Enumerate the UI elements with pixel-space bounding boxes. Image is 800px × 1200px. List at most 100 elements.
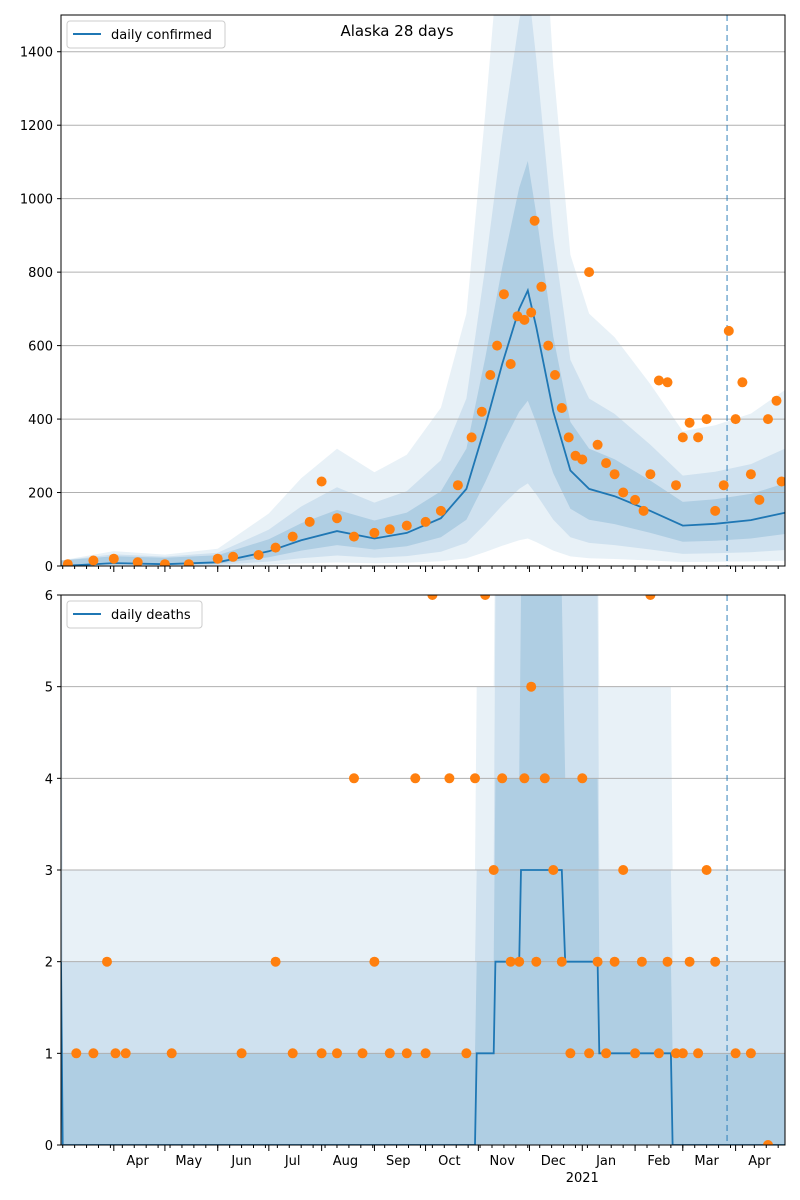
data-point (723, 325, 734, 336)
data-point (776, 476, 785, 487)
data-point (401, 1048, 412, 1059)
data-point (519, 773, 530, 784)
data-point (584, 267, 595, 278)
series-line (61, 287, 785, 566)
data-point (693, 432, 704, 443)
legend: daily deaths (66, 600, 203, 629)
data-point (452, 480, 463, 491)
chart-title: Alaska 28 days (340, 22, 453, 40)
series-layer (61, 595, 785, 1145)
data-point (636, 956, 647, 967)
y-tick-label: 5 (45, 681, 53, 696)
data-point (662, 956, 673, 967)
data-point (653, 1048, 664, 1059)
x-tick-label: May (175, 1154, 202, 1169)
x-tick-label: Nov (490, 1154, 516, 1169)
data-point (401, 520, 412, 531)
data-point (497, 773, 508, 784)
data-point (684, 417, 695, 428)
data-point (592, 956, 603, 967)
data-point (110, 1048, 121, 1059)
data-point (349, 531, 359, 542)
data-point (357, 1048, 368, 1059)
legend-label: daily deaths (111, 608, 191, 623)
axes-frame (60, 594, 786, 1146)
data-point (444, 773, 455, 784)
series-layer (61, 215, 785, 566)
y-tick-label: 1 (45, 1047, 53, 1062)
uncertainty-band (61, 595, 785, 1145)
data-point (108, 553, 119, 564)
legend-box (66, 600, 203, 629)
deaths-panel: 0 1 2 3 4 5 6 Apr May Jun Jul Aug Sep Oct Nov Dec Jan Feb… (45, 589, 786, 1186)
data-point (601, 1048, 612, 1059)
data-point (316, 1048, 327, 1059)
data-point (630, 494, 641, 505)
data-point (763, 1140, 773, 1145)
y-tick-label: 0 (45, 1139, 53, 1154)
x-tick-label: Apr (126, 1154, 149, 1169)
data-point (630, 1048, 641, 1059)
uncertainty-band (61, 595, 785, 1145)
data-point (684, 956, 695, 967)
data-point (609, 956, 620, 967)
data-point (526, 681, 537, 692)
data-point (492, 340, 503, 351)
uncertainty-band (61, 15, 785, 566)
data-point (601, 458, 612, 469)
y-tick-label: 0 (45, 560, 53, 575)
data-point (159, 559, 170, 566)
data-point (539, 773, 550, 784)
data-point (410, 773, 421, 784)
data-point (488, 865, 499, 875)
x-year-label: 2021 (566, 1171, 599, 1186)
data-point (645, 595, 656, 600)
data-point (754, 494, 765, 505)
data-point (745, 469, 756, 480)
data-point (505, 359, 516, 369)
x-tick-label: Apr (748, 1154, 771, 1169)
data-point (710, 505, 721, 516)
data-point (609, 469, 620, 480)
data-point (645, 469, 656, 480)
data-point (166, 1048, 177, 1059)
data-point (718, 480, 729, 491)
data-point (677, 432, 688, 443)
data-point (485, 370, 496, 380)
data-point (737, 377, 748, 388)
axes-frame (60, 14, 786, 567)
x-tick-label: Dec (541, 1154, 566, 1169)
data-point (514, 956, 525, 967)
data-point (287, 1048, 298, 1059)
data-point (563, 432, 574, 443)
data-point (369, 527, 380, 538)
y-tick-label: 4 (45, 772, 53, 787)
data-point (771, 395, 782, 406)
x-tick-label: Feb (647, 1154, 670, 1169)
data-point (662, 377, 673, 388)
data-point (316, 476, 327, 487)
data-point (88, 555, 99, 566)
x-tick-label: Jul (284, 1154, 301, 1169)
data-point (529, 215, 540, 226)
x-tick-label: Oct (438, 1154, 460, 1169)
y-tick-label: 3 (45, 864, 53, 879)
data-point (480, 595, 491, 600)
data-point (435, 505, 446, 516)
data-point (270, 542, 281, 553)
data-point (102, 956, 112, 967)
data-point (556, 403, 567, 413)
data-point (332, 1048, 342, 1059)
data-point (710, 956, 721, 967)
data-point (577, 454, 588, 465)
data-point (550, 370, 560, 380)
data-point (584, 1048, 595, 1059)
data-point (498, 289, 509, 300)
data-point (466, 432, 477, 443)
legend-label: daily confirmed (111, 28, 212, 43)
x-tick-label: Sep (386, 1154, 411, 1169)
y-tick-label: 200 (28, 487, 53, 502)
data-point (236, 1048, 247, 1059)
